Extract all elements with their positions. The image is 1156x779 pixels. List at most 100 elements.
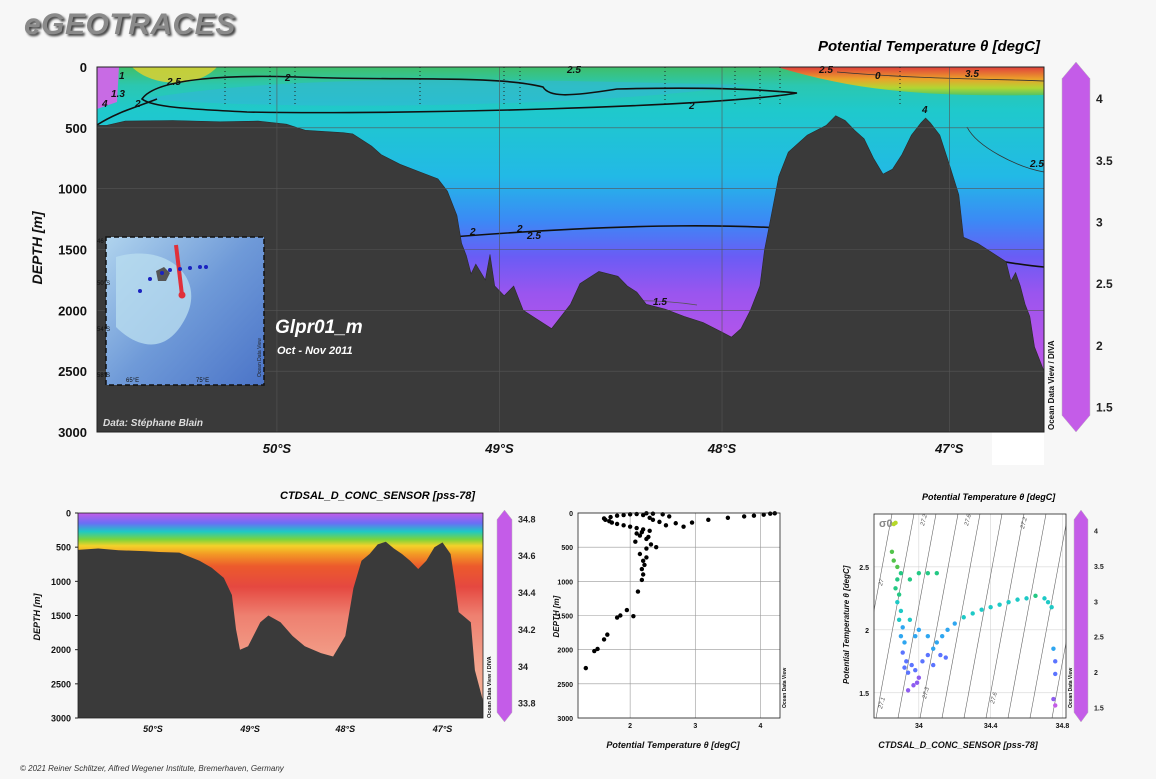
station-dot — [204, 265, 208, 269]
data-point — [1053, 703, 1058, 708]
data-point — [667, 514, 672, 519]
data-point — [608, 514, 613, 520]
y-tick-label: 0 — [569, 511, 573, 518]
x-tick-label: 34.4 — [984, 723, 998, 730]
data-point — [902, 665, 907, 670]
isopycnal-label: 27 — [878, 578, 886, 588]
y-tick-label: 1000 — [58, 182, 87, 197]
station-dot — [178, 291, 186, 299]
x-tick-label: 34.8 — [1056, 723, 1070, 730]
data-point — [1024, 596, 1029, 601]
station-dot — [178, 267, 182, 271]
data-point — [761, 512, 766, 517]
y-tick-label: 500 — [65, 121, 87, 136]
y-tick-label: 1000 — [51, 577, 71, 587]
data-point — [601, 637, 607, 642]
plot-frame — [96, 66, 1045, 433]
data-point — [898, 633, 904, 639]
contour-label: 1 — [119, 71, 125, 82]
odv-side-label: Ocean Data View / DIVA — [487, 656, 493, 718]
x-tick-label: 48°S — [707, 441, 737, 456]
contour-label: 4 — [921, 105, 928, 116]
data-point — [640, 572, 646, 577]
y-axis-label: Potential Temperature θ [degC] — [842, 565, 851, 684]
data-point — [614, 615, 620, 620]
isopycnal-line — [874, 514, 893, 613]
data-point — [634, 525, 639, 531]
colorbar-tick-label: 1.5 — [1094, 705, 1104, 712]
colorbar-tick-label: 3 — [1094, 599, 1098, 606]
data-point — [1006, 599, 1011, 605]
warm-surface-patch — [777, 67, 1044, 96]
temp-depth-profile-chart: 0 500 1000 1500 2000 2500 3000 2 3 4 Potential Tem… — [552, 511, 788, 750]
data-point — [640, 558, 646, 564]
data-point — [905, 688, 911, 693]
data-point — [583, 665, 589, 671]
y-axis-label: DEPTH [m] — [32, 592, 42, 640]
contour-label: 1.3 — [111, 89, 125, 100]
data-point — [614, 513, 620, 518]
data-point — [896, 617, 902, 622]
isopycnal-line — [1051, 641, 1066, 718]
y-tick-label: 2500 — [58, 364, 87, 379]
x-tick-label: 49°S — [239, 724, 260, 734]
data-point — [914, 680, 920, 685]
y-tick-label: 2500 — [51, 679, 71, 689]
brand-logo: eGEOTRACES — [24, 8, 236, 41]
seafloor-bathymetry — [96, 115, 1045, 433]
colorbar-tick-label: 2.5 — [1096, 277, 1113, 291]
data-point — [895, 577, 900, 582]
data-point — [637, 533, 643, 538]
data-point — [895, 564, 900, 570]
y-axis-label: DEPTH [m] — [29, 210, 45, 284]
x-axis-label: Potential Temperature θ [degC] — [606, 740, 740, 750]
contour-label: 2.5 — [166, 77, 181, 88]
colorbar-tick-label: 2.5 — [1094, 635, 1104, 642]
data-point — [647, 515, 652, 520]
colorbar-tick-label: 34.2 — [518, 625, 536, 635]
contour-line — [140, 75, 798, 114]
y-tick-label: 3000 — [557, 716, 573, 723]
y-tick-label: 2000 — [51, 645, 71, 655]
data-point — [614, 521, 620, 527]
data-point — [905, 670, 911, 675]
y-tick-label: 2.5 — [859, 565, 869, 572]
data-point — [639, 566, 645, 572]
data-point — [896, 592, 902, 597]
data-point — [907, 577, 913, 582]
data-point — [689, 520, 695, 525]
colorbar-tick-label: 3 — [1096, 216, 1103, 230]
isopycnal-line — [1029, 523, 1066, 718]
cold-band — [142, 79, 747, 106]
data-point — [925, 652, 931, 658]
y-tick-label: 500 — [56, 543, 71, 553]
contour-line — [966, 126, 1045, 173]
map-lon-label: 65°E — [126, 378, 139, 384]
data-point — [900, 625, 905, 630]
y-tick-label: 2 — [865, 628, 869, 635]
seafloor-bathymetry — [78, 541, 483, 718]
x-tick-label: 4 — [758, 723, 762, 730]
data-point — [627, 524, 633, 529]
data-point — [681, 524, 686, 529]
x-tick-label: 47°S — [934, 441, 964, 456]
colorbar-tick-label: 4 — [1096, 92, 1103, 106]
data-point — [640, 527, 646, 532]
data-point — [1051, 696, 1056, 702]
isopycnal-label: 27.2 — [1020, 516, 1029, 530]
data-point — [943, 655, 948, 660]
x-tick-label: 48°S — [334, 724, 355, 734]
data-point — [909, 662, 914, 668]
data-point — [970, 611, 975, 616]
data-point — [952, 621, 957, 626]
y-tick-label: 3000 — [51, 714, 71, 724]
contour-label: 3.5 — [965, 69, 979, 80]
section-name-label: Glpr01_m — [275, 317, 363, 338]
data-point — [997, 602, 1002, 607]
plot-background — [874, 514, 1066, 718]
contour-label: 2.5 — [566, 65, 581, 76]
salinity-section-chart: 0 500 1000 1500 2000 2500 3000 50°S 49°S 48°S 47°S… — [32, 509, 536, 735]
data-point — [1053, 659, 1058, 664]
isopycnal-line — [963, 514, 1003, 718]
contour-label: 1.5 — [653, 297, 667, 308]
